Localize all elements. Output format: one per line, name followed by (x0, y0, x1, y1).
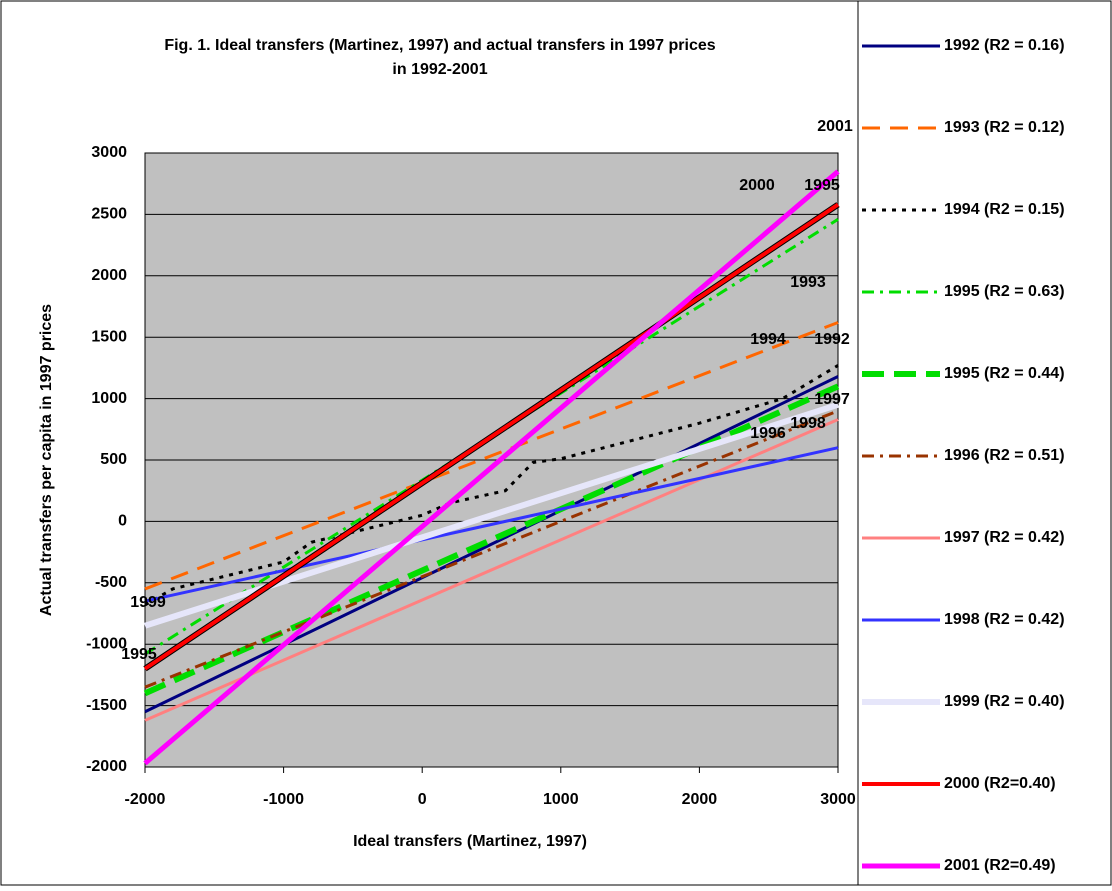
y-tick-label: -1500 (86, 697, 127, 714)
y-tick-label: -500 (95, 574, 127, 591)
x-tick-label: 0 (418, 791, 427, 808)
annotation: 2001 (817, 118, 853, 135)
legend-label: 1999 (R2 = 0.40) (944, 693, 1065, 710)
series-line (143, 202, 840, 671)
y-axis-label: Actual transfers per capita in 1997 pric… (38, 304, 55, 616)
annotation: 1997 (814, 391, 850, 408)
legend-label: 1992 (R2 = 0.16) (944, 37, 1065, 54)
x-tick-label: -2000 (125, 791, 166, 808)
y-tick-label: 3000 (91, 144, 127, 161)
legend-label: 1997 (R2 = 0.42) (944, 529, 1065, 546)
x-tick-label: 1000 (543, 791, 579, 808)
legend-label: 2000 (R2=0.40) (944, 775, 1056, 792)
annotation: 1994 (750, 331, 786, 348)
y-tick-label: 0 (118, 513, 127, 530)
y-tick-label: 2000 (91, 267, 127, 284)
legend-label: 2001 (R2=0.49) (944, 857, 1056, 874)
series-line (144, 364, 839, 607)
chart-title: Fig. 1. Ideal transfers (Martinez, 1997)… (164, 37, 715, 54)
y-tick-label: -2000 (86, 758, 127, 775)
series-line (144, 409, 839, 689)
series-line (144, 418, 839, 722)
y-tick-label: 1000 (91, 390, 127, 407)
x-tick-label: -1000 (263, 791, 304, 808)
chart-title: in 1992-2001 (392, 61, 487, 78)
annotation: 1992 (814, 331, 850, 348)
annotation: 2000 (739, 177, 775, 194)
legend-label: 1995 (R2 = 0.44) (944, 365, 1065, 382)
series-line (143, 169, 840, 766)
annotation: 1993 (790, 274, 826, 291)
x-tick-label: 2000 (682, 791, 718, 808)
annotation: 1998 (790, 415, 826, 432)
legend-label: 1993 (R2 = 0.12) (944, 119, 1065, 136)
legend-label: 1996 (R2 = 0.51) (944, 447, 1065, 464)
legend-label: 1995 (R2 = 0.63) (944, 283, 1065, 300)
y-tick-label: 2500 (91, 206, 127, 223)
y-tick-label: -1000 (86, 635, 127, 652)
series-line (144, 375, 839, 714)
annotation: 1999 (130, 594, 166, 611)
series-line (144, 321, 839, 591)
x-axis-label: Ideal transfers (Martinez, 1997) (353, 833, 587, 850)
y-tick-label: 500 (100, 451, 127, 468)
x-tick-label: 3000 (820, 791, 856, 808)
y-tick-label: 1500 (91, 328, 127, 345)
series-line (144, 446, 839, 603)
annotation: 1995 (804, 177, 840, 194)
annotation: 1996 (750, 425, 786, 442)
annotation: 1995 (121, 646, 157, 663)
legend-label: 1998 (R2 = 0.42) (944, 611, 1065, 628)
legend-label: 1994 (R2 = 0.15) (944, 201, 1065, 218)
